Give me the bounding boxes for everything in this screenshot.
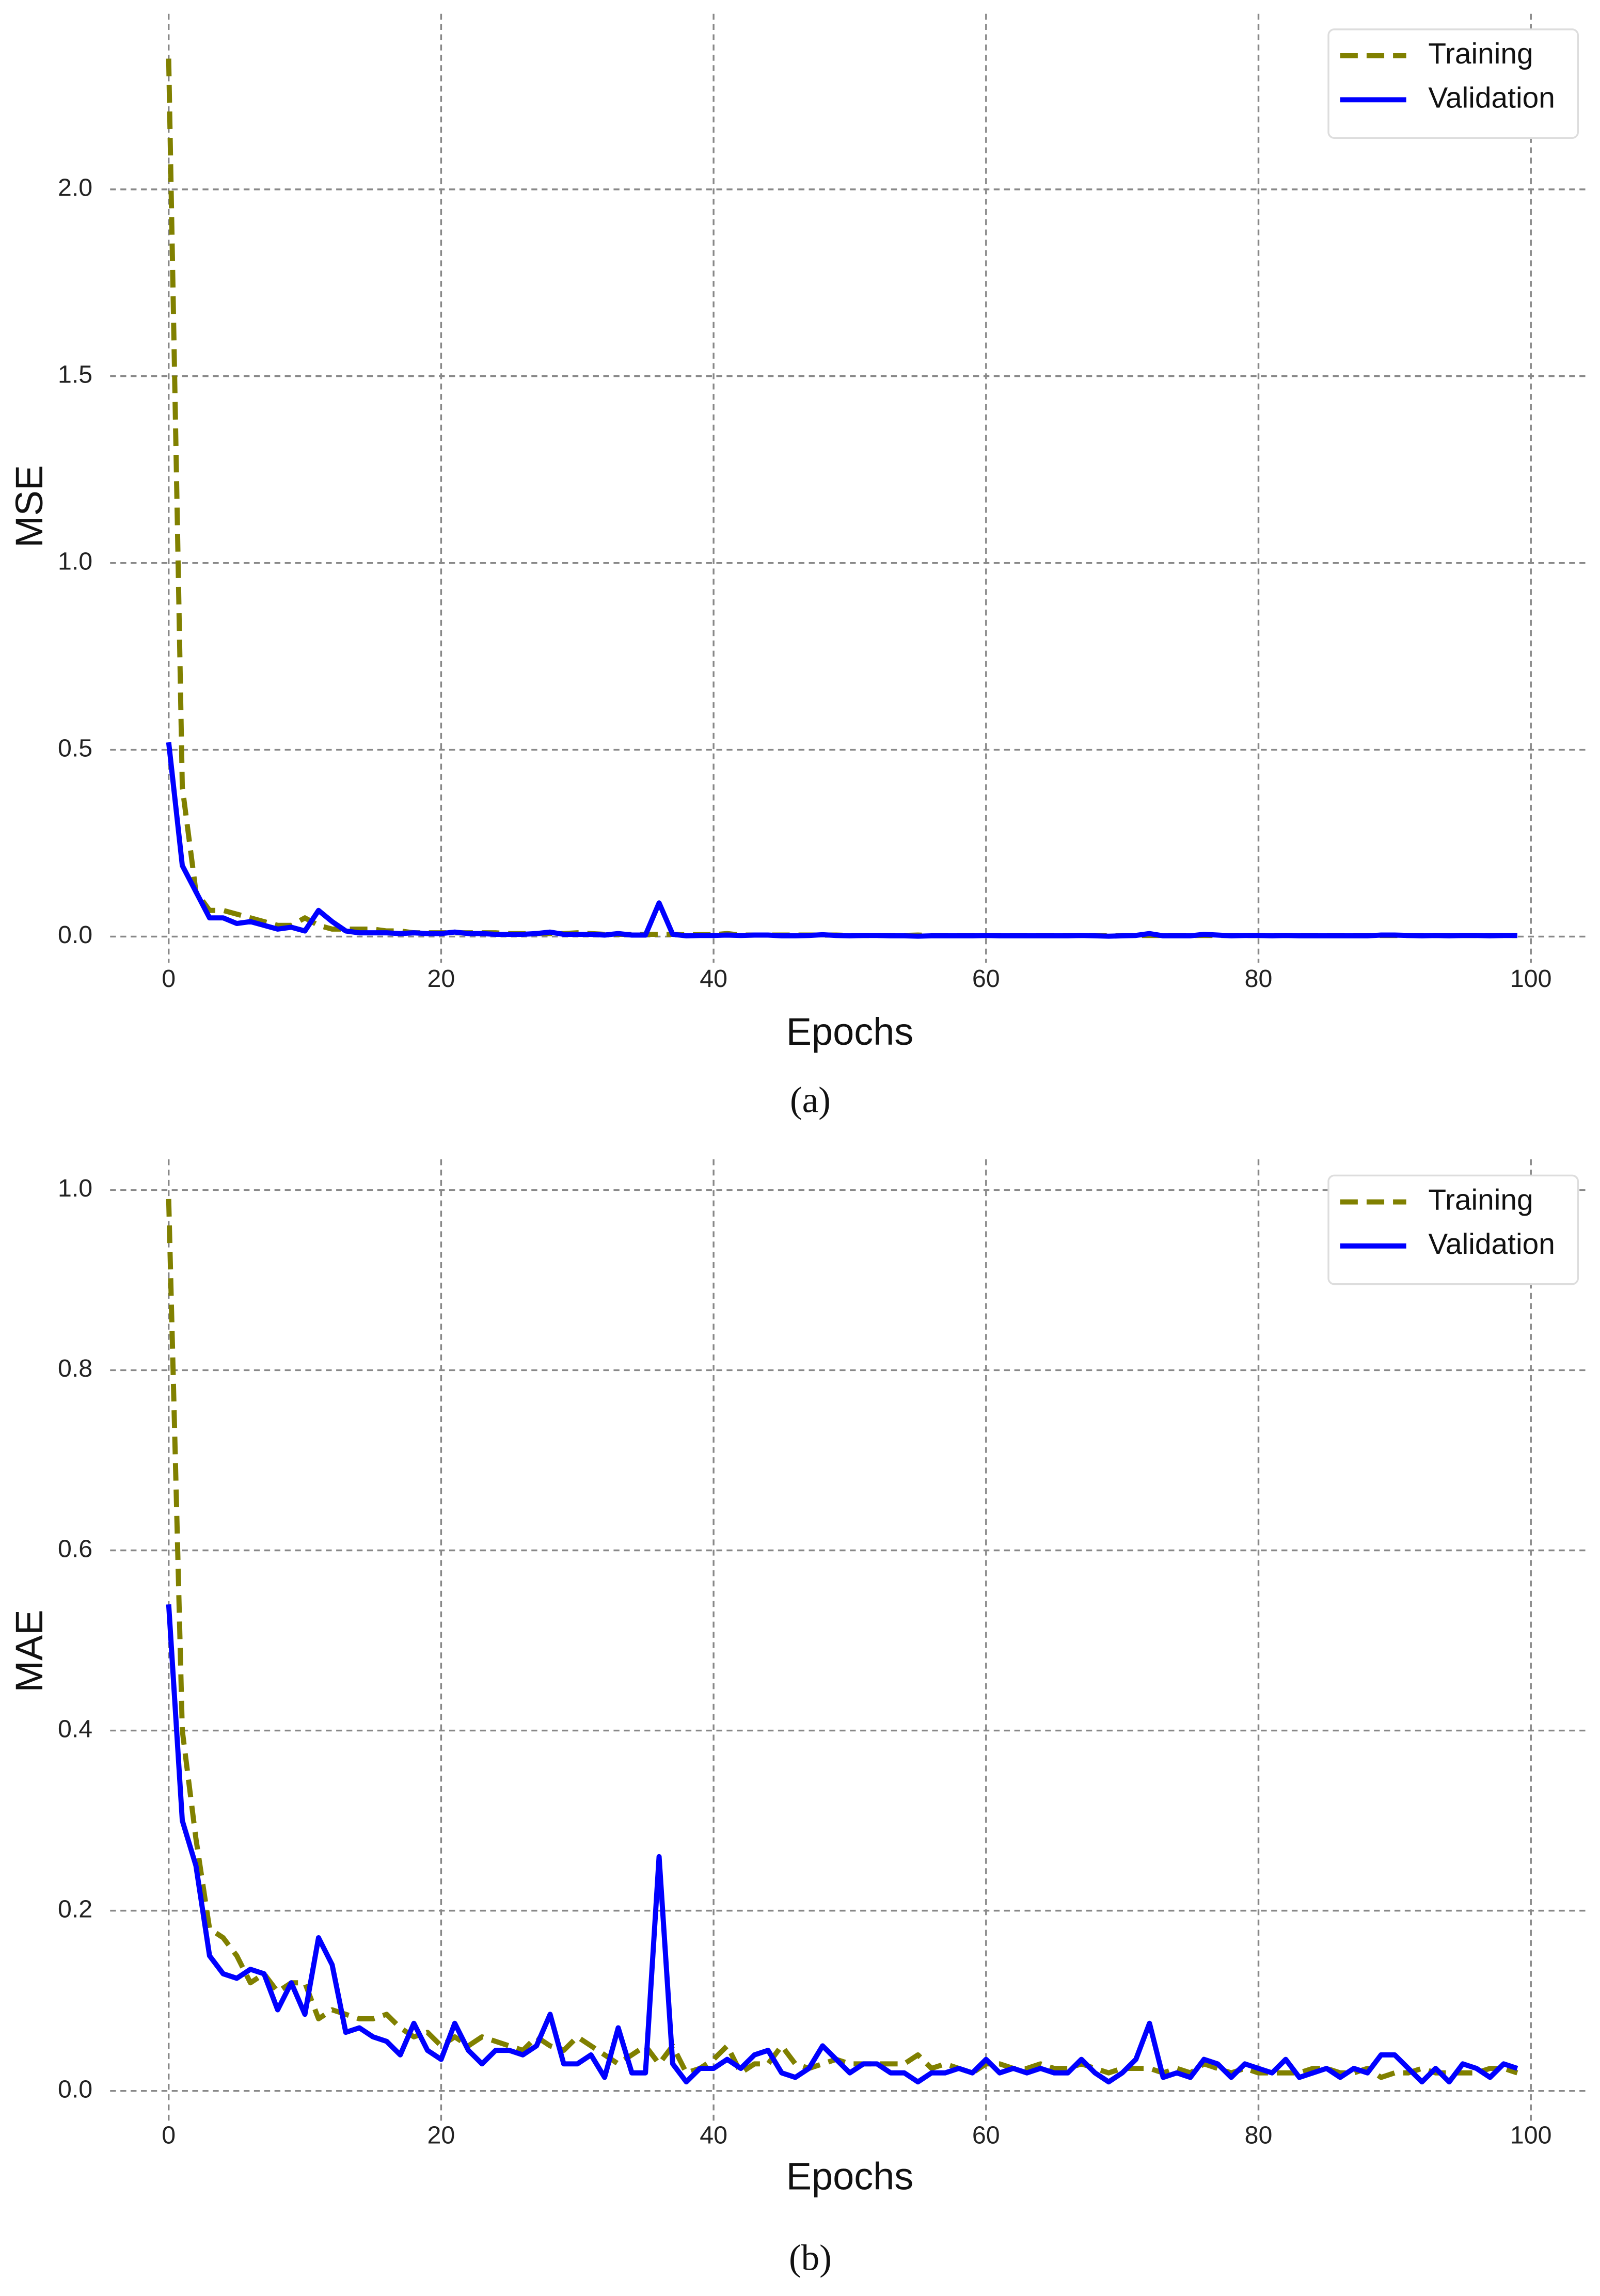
legend-box [1327, 1174, 1579, 1285]
x-tick-label: 100 [1510, 2121, 1552, 2149]
legend-label: Validation [1428, 82, 1555, 114]
y-tick-label: 0.2 [58, 1895, 92, 1923]
legend-label: Training [1428, 38, 1533, 70]
x-tick-label: 0 [162, 965, 176, 993]
legend: Training Validation [1327, 1174, 1579, 1285]
x-tick-label: 20 [427, 2121, 455, 2149]
data-line [166, 742, 1517, 939]
y-axis-title: MAE [8, 1609, 51, 1692]
y-tick-label: 1.0 [58, 1174, 92, 1202]
legend: Training Validation [1327, 28, 1579, 139]
chart: 0 20 40 60 80 100 0.0 0.5 1.0 1.5 2.0 Epochs MSE (a) T… [8, 13, 1587, 1120]
x-tick-label: 0 [162, 2121, 176, 2149]
legend-label: Validation [1428, 1228, 1555, 1261]
x-tick-label: 100 [1510, 965, 1552, 993]
y-tick-label: 0.4 [58, 1715, 92, 1743]
chart: 0 20 40 60 80 100 0.0 0.2 0.4 0.6 0.8 1.0 Epochs MAE (… [8, 1159, 1587, 2278]
y-tick-label: 0.6 [58, 1535, 92, 1562]
legend-label: Training [1428, 1184, 1533, 1216]
data-line [166, 1604, 1518, 2085]
x-tick-label: 80 [1245, 965, 1273, 993]
x-tick-label: 40 [700, 965, 727, 993]
y-tick-label: 0.5 [58, 734, 92, 762]
y-tick-label: 1.0 [58, 547, 92, 575]
x-axis-title: Epochs [786, 2155, 914, 2198]
y-tick-label: 1.5 [58, 361, 92, 389]
x-tick-label: 60 [972, 965, 1000, 993]
y-axis-title: MSE [8, 465, 51, 548]
y-tick-label: 0.0 [58, 921, 92, 949]
y-tick-label: 0.8 [58, 1354, 92, 1382]
data-line [166, 1199, 1518, 2080]
x-tick-label: 80 [1245, 2121, 1273, 2149]
caption: (b) [789, 2238, 832, 2278]
y-tick-label: 0.0 [58, 2075, 92, 2103]
caption: (a) [790, 1080, 831, 1120]
x-axis-title: Epochs [786, 1010, 914, 1053]
x-tick-label: 40 [700, 2121, 727, 2149]
y-tick-label: 2.0 [58, 174, 92, 202]
legend-box [1327, 28, 1579, 139]
x-tick-label: 20 [427, 965, 455, 993]
x-tick-label: 60 [972, 2121, 1000, 2149]
